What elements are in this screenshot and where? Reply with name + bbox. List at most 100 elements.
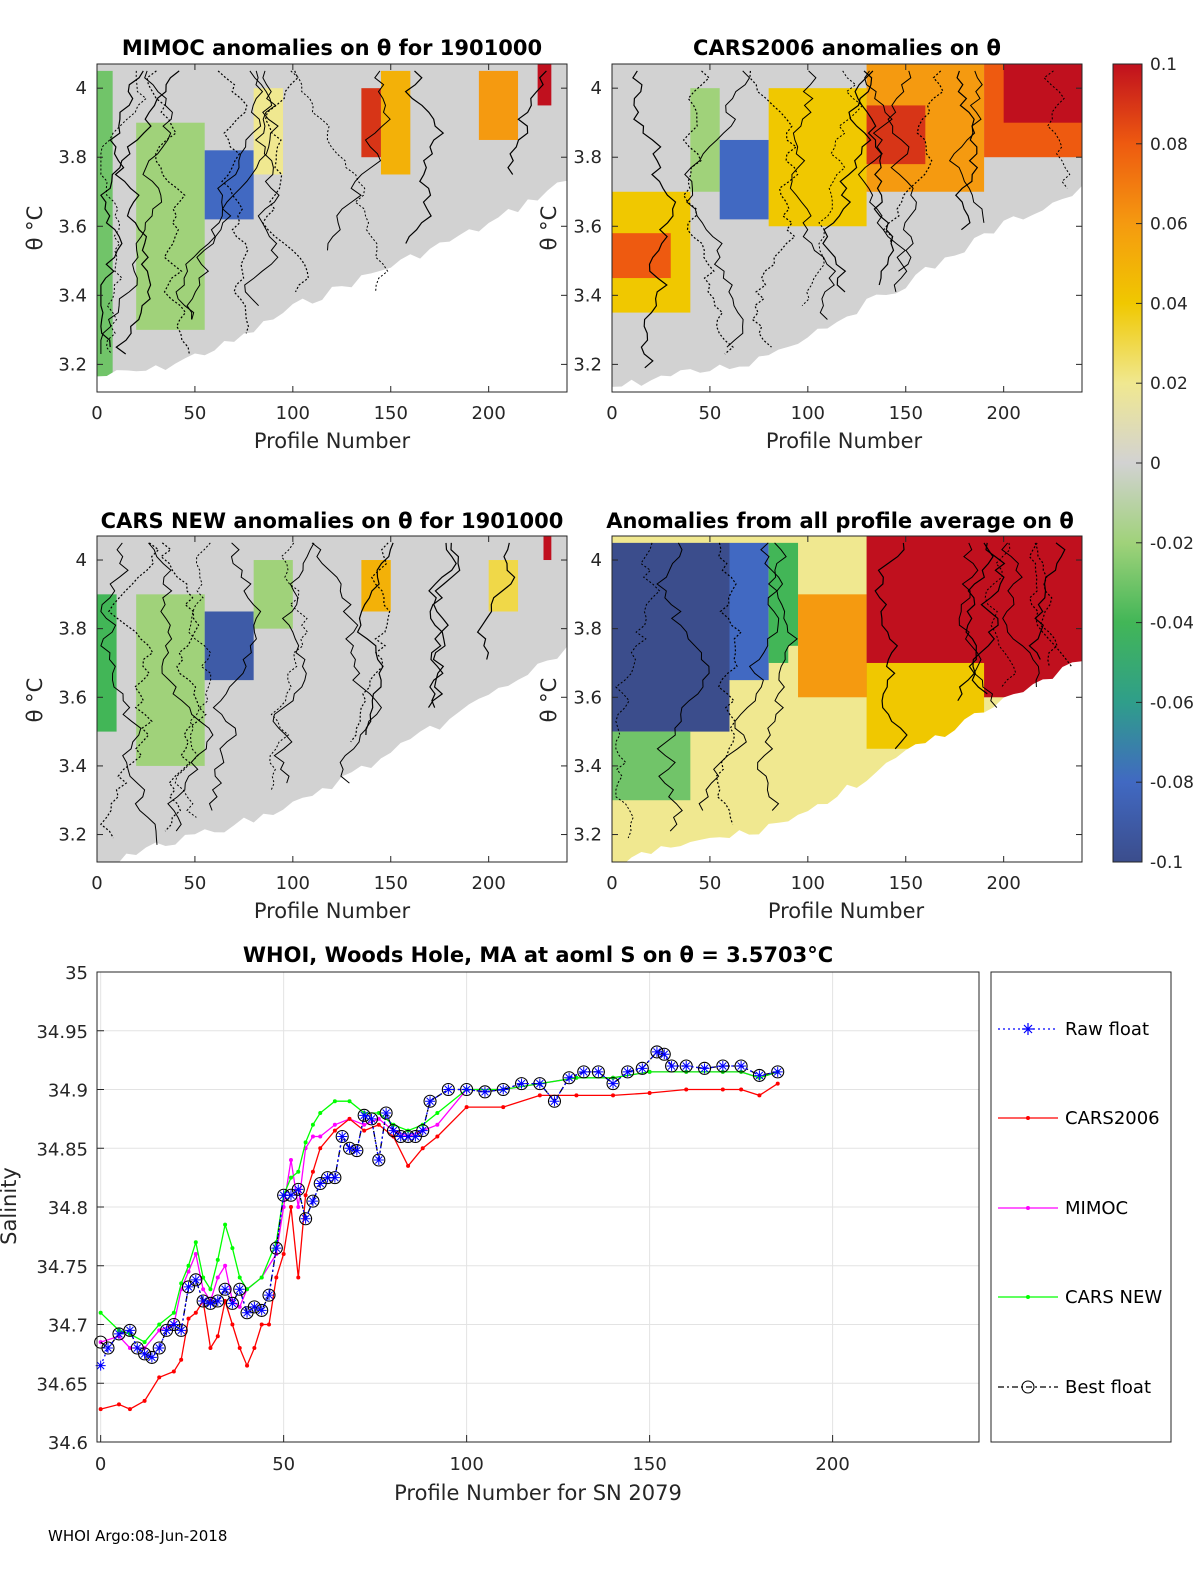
colorbar-tick-label: -0.04 [1150, 614, 1194, 634]
data-point [161, 1325, 172, 1336]
data-point [318, 1146, 323, 1151]
data-point [593, 1066, 604, 1077]
data-point [208, 1287, 213, 1292]
data-point [259, 1275, 264, 1280]
data-point [237, 1304, 242, 1309]
data-point [771, 1065, 785, 1079]
x-ticks: 0 50 100 150 200 [606, 536, 1021, 894]
data-point [223, 1222, 228, 1227]
y-tick-label: 3.2 [573, 354, 602, 375]
data-point [300, 1213, 311, 1224]
data-point [373, 1155, 384, 1165]
data-point [376, 1122, 381, 1127]
data-point [98, 1407, 103, 1412]
contour-line [854, 70, 895, 286]
data-point [303, 1193, 308, 1198]
x-tick-label: 50 [183, 873, 206, 894]
data-point [533, 1077, 547, 1091]
series-cars2006 [98, 1081, 780, 1412]
data-point [478, 1085, 492, 1099]
y-tick-label: 3.4 [573, 285, 602, 306]
data-point [332, 1099, 337, 1104]
data-point [752, 1068, 766, 1082]
data-point [416, 1124, 430, 1138]
contour-line [874, 542, 908, 750]
data-point [215, 1275, 220, 1280]
legend-entry: MIMOC [998, 1198, 1128, 1219]
data-point [245, 1363, 250, 1368]
heat-cell [204, 150, 254, 220]
contour-line [427, 542, 461, 708]
data-point [357, 1108, 371, 1122]
y-tick-label: 3.4 [58, 756, 87, 777]
data-point [310, 1169, 315, 1174]
legend-entry: CARS2006 [998, 1108, 1160, 1129]
contour-line [682, 70, 734, 355]
contour-line [262, 70, 309, 293]
x-tick-label: 100 [276, 403, 310, 424]
legend-label: Best float [1065, 1377, 1151, 1398]
y-axis-label: Salinity [0, 1167, 21, 1245]
data-point [516, 1078, 527, 1089]
data-point [403, 1131, 414, 1142]
heatmap-cells [612, 536, 1082, 862]
heatmap-cells [612, 64, 1082, 392]
data-point [549, 1096, 560, 1107]
data-point [498, 1084, 509, 1095]
data-point [417, 1125, 428, 1136]
contour-line [269, 542, 309, 791]
data-point [233, 1282, 247, 1296]
axes-box [611, 63, 1083, 393]
y-tick-label: 34.6 [48, 1433, 88, 1454]
data-point [249, 1301, 260, 1312]
contour-line [857, 70, 908, 293]
data-point [425, 1096, 436, 1107]
data-point [608, 1078, 619, 1089]
data-point [278, 1190, 289, 1201]
contour-line [100, 542, 158, 845]
data-point [262, 1288, 276, 1302]
heat-cell [361, 88, 381, 158]
x-ticks: 0 50 100 150 200 [91, 536, 506, 894]
data-point [139, 1348, 150, 1359]
contour-line [160, 542, 207, 832]
data-point [255, 1303, 269, 1317]
data-point [337, 1131, 348, 1142]
x-tick-label: 0 [606, 403, 617, 424]
data-point [102, 1343, 113, 1353]
data-point [350, 1144, 364, 1158]
y-tick-label: 3.2 [58, 354, 87, 375]
data-point [186, 1263, 191, 1268]
data-point [264, 1290, 275, 1301]
no-data-mask [612, 661, 1082, 862]
y-axis-label: θ °C [23, 206, 47, 251]
data-point [230, 1322, 235, 1327]
data-point [381, 1108, 392, 1118]
data-point [435, 1122, 440, 1127]
contour-line [1034, 542, 1058, 667]
data-point [315, 1178, 326, 1189]
x-tick-label: 200 [471, 873, 505, 894]
series-raw-float [95, 1046, 783, 1371]
contour-line [100, 70, 180, 348]
y-tick-label: 3.4 [58, 285, 87, 306]
data-point [288, 1158, 293, 1162]
contour-line [148, 542, 214, 832]
data-point [717, 1061, 728, 1071]
data-point [359, 1110, 370, 1121]
colorbar-tick-label: -0.1 [1150, 853, 1183, 873]
data-point [189, 1273, 203, 1287]
y-tick-label: 34.95 [36, 1022, 88, 1043]
data-point [637, 1063, 648, 1074]
panel-profile-average: Anomalies from all profile average on θ … [537, 509, 1083, 923]
data-point [310, 1134, 315, 1139]
heat-cell [768, 542, 799, 663]
data-point [142, 1340, 147, 1345]
data-point [124, 1325, 135, 1336]
contour-line [272, 542, 315, 784]
panel-title: Anomalies from all profile average on θ [606, 509, 1074, 533]
x-tick-label: 0 [606, 873, 617, 894]
data-point [234, 1284, 245, 1295]
data-point [435, 1134, 440, 1139]
contour-line [954, 70, 979, 231]
